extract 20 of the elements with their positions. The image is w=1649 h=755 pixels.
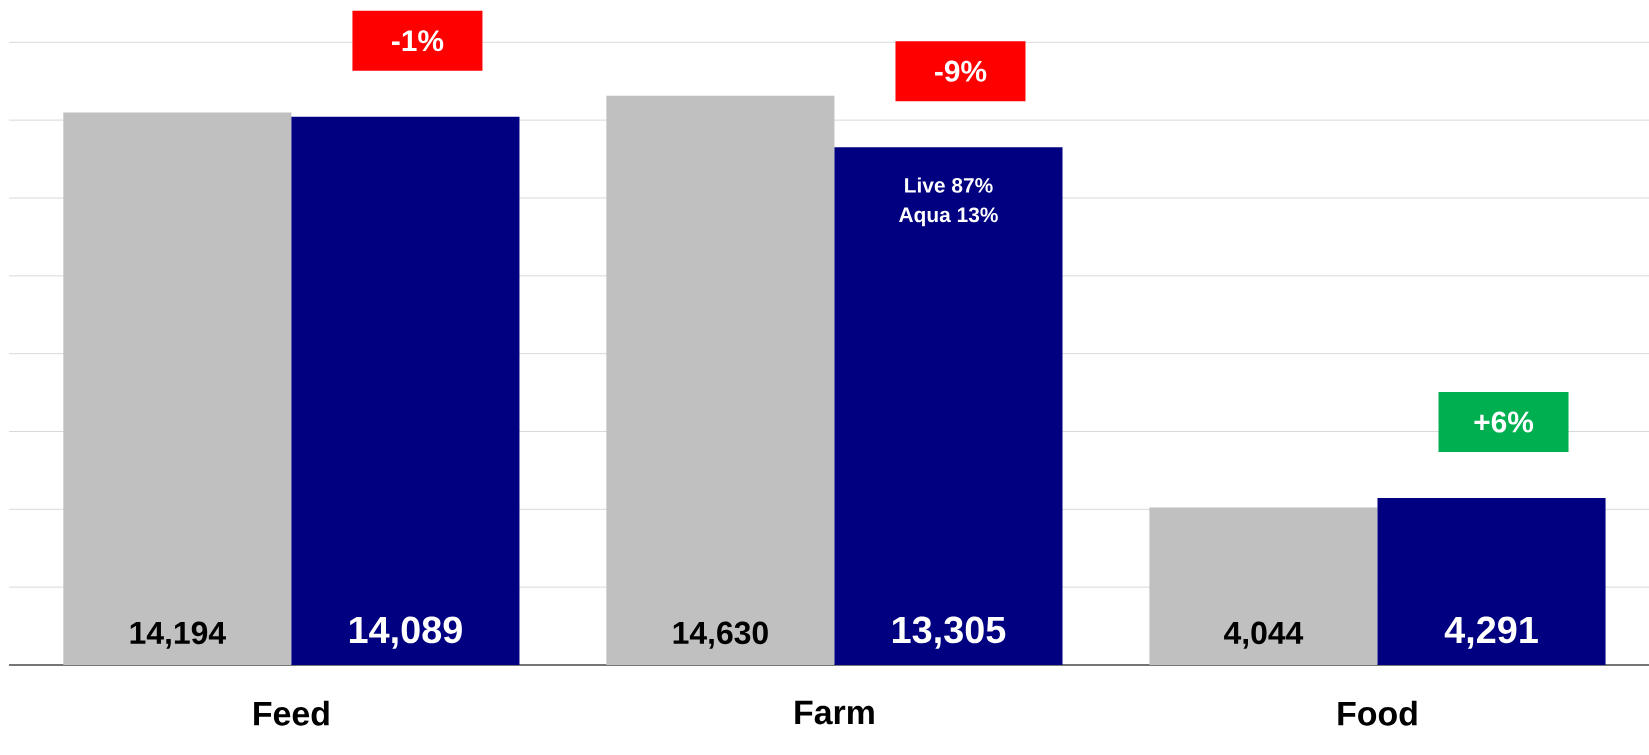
x-tick-label: Farm [795, 700, 874, 725]
data-label: 14,194 [130, 621, 226, 649]
x-tick-label: Feed [254, 700, 329, 726]
bar [606, 95, 835, 665]
bar [291, 116, 520, 665]
bar [834, 147, 1063, 665]
data-label: 13,305 [892, 616, 1006, 649]
text: -1% [392, 30, 444, 52]
data-label: 14,089 [349, 616, 462, 649]
annotation: +6% [1474, 411, 1534, 433]
text: -9% [935, 60, 987, 82]
annotation: Aqua 13% [899, 207, 998, 227]
x-tick-label: Food [1338, 700, 1417, 726]
data-label: 14,630 [673, 621, 768, 649]
bar [63, 112, 292, 665]
annotation: Live 87% [905, 177, 993, 193]
bar [1149, 507, 1378, 665]
data-label: 4,044 [1224, 621, 1304, 649]
data-label: 4,291 [1444, 616, 1538, 649]
bar [1377, 497, 1606, 665]
